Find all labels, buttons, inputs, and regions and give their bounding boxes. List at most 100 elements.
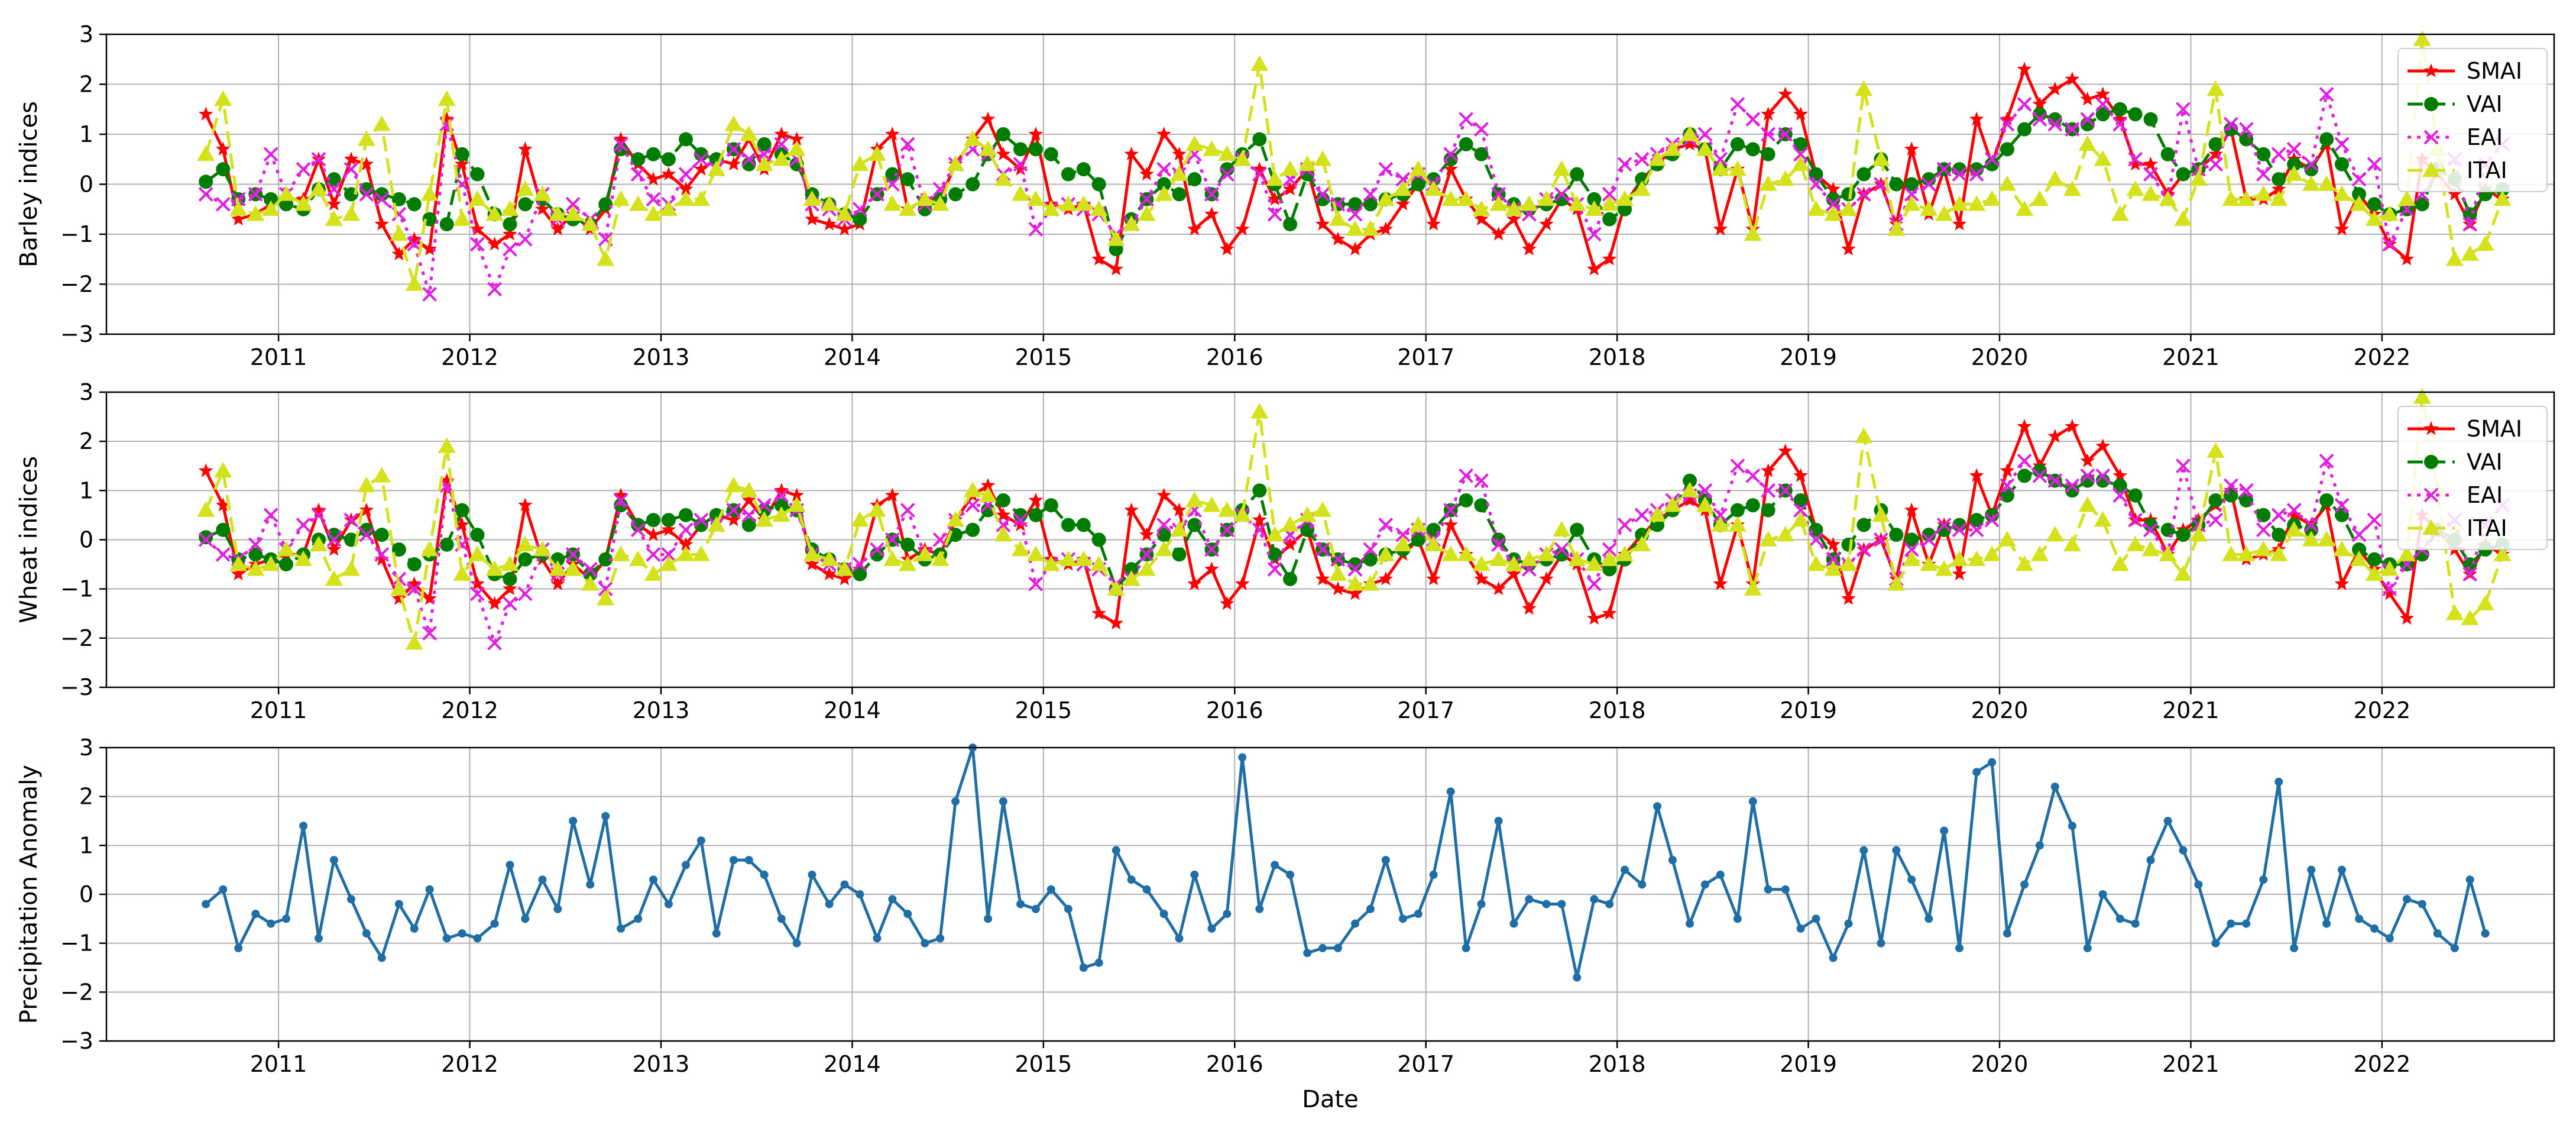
data-point [659, 200, 678, 216]
data-point [853, 567, 867, 581]
data-point [2194, 880, 2203, 889]
data-point [2271, 147, 2286, 162]
y-tick-label: 0 [79, 881, 93, 907]
data-point [2078, 135, 2097, 151]
data-point [646, 192, 661, 207]
data-point [1252, 483, 1267, 498]
data-point [407, 197, 422, 212]
data-point [1491, 581, 1506, 596]
data-point [803, 190, 821, 206]
data-point [1826, 181, 1841, 196]
data-point [1109, 615, 1124, 630]
data-point [2176, 167, 2191, 182]
data-point [1044, 147, 1058, 161]
data-point [729, 856, 738, 865]
data-point [2272, 528, 2286, 542]
data-point [565, 196, 581, 212]
data-point [1713, 507, 1728, 523]
data-point [1745, 468, 1761, 483]
data-point [1952, 522, 1967, 538]
data-point [2030, 190, 2049, 206]
data-point [1328, 565, 1347, 581]
data-point [1064, 904, 1072, 913]
data-point [916, 545, 934, 561]
data-point [694, 151, 709, 167]
data-point [1094, 958, 1103, 967]
data-point [1013, 157, 1028, 172]
data-point [1542, 900, 1551, 909]
data-point [1298, 506, 1317, 522]
x-tick-label: 2018 [1589, 697, 1646, 723]
data-point [2286, 503, 2302, 518]
data-point [503, 241, 517, 257]
data-point [1856, 542, 1871, 557]
series-group [197, 30, 2512, 302]
data-point [1315, 216, 1330, 231]
data-point [965, 522, 980, 537]
data-point [490, 919, 499, 928]
data-point [1950, 195, 1969, 211]
data-point [2095, 96, 2111, 112]
data-point [1074, 550, 1093, 567]
data-point [1983, 545, 2001, 561]
data-point [1059, 550, 1077, 567]
data-point [1829, 953, 1838, 962]
data-point [1441, 545, 1460, 561]
data-point [1922, 528, 1936, 542]
data-point [1376, 190, 1395, 206]
data-point [2032, 464, 2047, 479]
legend-label: VAI [2467, 449, 2503, 475]
data-point [1172, 146, 1187, 161]
data-point [374, 528, 389, 542]
data-point [422, 591, 437, 605]
data-point [1218, 501, 1236, 517]
data-point [394, 900, 403, 909]
series-markers-precipitation-anomaly [202, 743, 2490, 982]
data-point [2000, 478, 2015, 493]
data-point [820, 550, 838, 567]
data-point [2450, 943, 2459, 952]
x-tick-label: 2017 [1397, 697, 1454, 723]
data-point [1937, 522, 1952, 537]
data-point [470, 528, 485, 542]
data-point [1648, 150, 1667, 166]
data-point [2350, 195, 2368, 211]
data-point [2000, 117, 2015, 132]
data-point [1809, 522, 1823, 537]
series-line-smai [204, 67, 2503, 271]
data-point [1187, 576, 1202, 590]
data-point [1968, 550, 1986, 567]
data-point [2083, 943, 2092, 952]
data-point [2128, 512, 2143, 528]
data-point [1156, 487, 1171, 502]
legend: SMAI VAI EAI ITAI [2397, 48, 2548, 192]
data-point [1683, 473, 1697, 488]
data-point [2047, 117, 2063, 132]
data-point [1936, 518, 1952, 532]
data-point [2032, 96, 2047, 111]
data-point [1907, 875, 1916, 884]
data-point [1617, 518, 1632, 532]
legend-marker [2423, 421, 2439, 435]
data-point [2112, 111, 2128, 126]
data-point [2242, 919, 2251, 928]
data-point [1361, 220, 1379, 236]
data-point [1028, 493, 1044, 507]
data-point [1155, 541, 1173, 557]
data-point [2000, 142, 2014, 157]
data-point [947, 511, 965, 527]
y-tick-label: 0 [79, 172, 93, 198]
data-point [1745, 498, 1760, 513]
data-point [1061, 518, 1075, 532]
data-point [2402, 895, 2411, 904]
data-point [1807, 200, 1825, 216]
data-point [1091, 177, 1106, 192]
data-point [2256, 522, 2271, 538]
data-point [2465, 875, 2474, 884]
data-point [342, 560, 360, 576]
data-point [1713, 221, 1728, 236]
data-point [1621, 865, 1629, 874]
data-point [2259, 875, 2268, 884]
data-point [1472, 555, 1490, 571]
data-point [1028, 576, 1044, 591]
